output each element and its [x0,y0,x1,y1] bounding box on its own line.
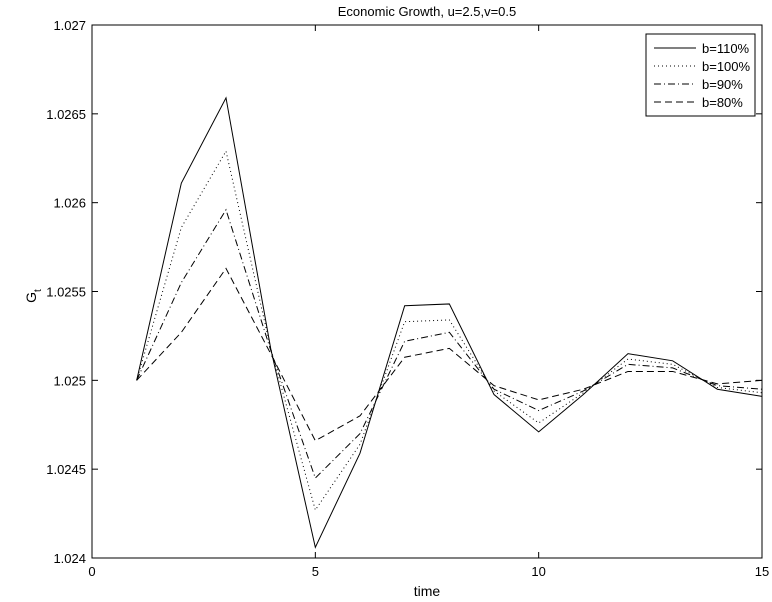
legend-label-1: b=110% [702,41,750,56]
x-axis: 0 5 10 15 [88,25,769,579]
y-tick-label: 1.0255 [46,285,86,300]
y-axis-label-main: G [23,292,39,303]
legend-items: b=110% b=100% b=90% b=80% [654,41,751,110]
y-tick-label: 1.0265 [46,107,86,122]
series-line-3 [136,208,763,479]
y-axis-label: Gt [23,289,44,303]
y-tick-label: 1.027 [53,18,86,33]
x-tick-label: 15 [755,564,769,579]
chart-title: Economic Growth, u=2.5,v=0.5 [338,4,516,19]
x-tick-label: 10 [531,564,545,579]
y-axis: 1.024 1.0245 1.025 1.0255 1.026 1.0265 1.027 [46,18,762,566]
series-line-2 [136,149,763,512]
series-group [136,96,763,549]
legend-label-2: b=100% [702,59,751,74]
y-tick-label: 1.024 [53,551,86,566]
y-tick-label: 1.025 [53,373,86,388]
x-tick-label: 0 [88,564,95,579]
x-tick-label: 5 [312,564,319,579]
legend: b=110% b=100% b=90% b=80% [645,33,756,117]
y-axis-label-subscript: t [33,289,44,292]
series-line-4 [136,267,763,442]
svg-text:Gt: Gt [23,289,44,303]
legend-label-3: b=90% [702,77,743,92]
y-tick-label: 1.0245 [46,462,86,477]
series-line-1 [136,96,763,549]
y-tick-label: 1.026 [53,196,86,211]
legend-label-4: b=80% [702,95,743,110]
x-axis-label: time [414,583,441,599]
